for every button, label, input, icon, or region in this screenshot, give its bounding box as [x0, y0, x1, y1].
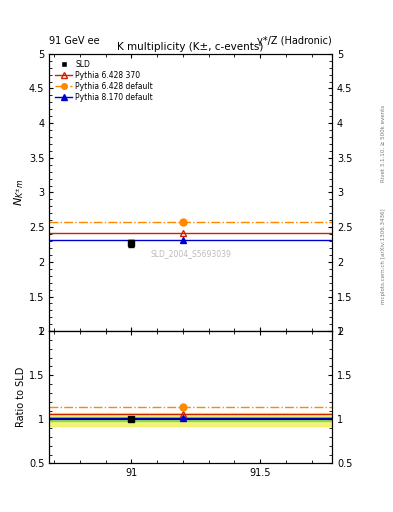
Y-axis label: Ratio to SLD: Ratio to SLD: [16, 367, 26, 428]
Text: 91 GeV ee: 91 GeV ee: [49, 36, 100, 46]
Legend: SLD, Pythia 6.428 370, Pythia 6.428 default, Pythia 8.170 default: SLD, Pythia 6.428 370, Pythia 6.428 defa…: [53, 57, 155, 104]
Text: mcplots.cern.ch [arXiv:1306.3436]: mcplots.cern.ch [arXiv:1306.3436]: [381, 208, 386, 304]
Bar: [49, 413, 332, 426]
Y-axis label: $N_{K^{\pm}m}$: $N_{K^{\pm}m}$: [12, 179, 26, 206]
Text: SLD_2004_S5693039: SLD_2004_S5693039: [150, 249, 231, 258]
Text: Rivet 3.1.10, ≥ 500k events: Rivet 3.1.10, ≥ 500k events: [381, 105, 386, 182]
Text: γ*/Z (Hadronic): γ*/Z (Hadronic): [257, 36, 332, 46]
Bar: [49, 417, 332, 421]
Title: K multiplicity (K±, c-events): K multiplicity (K±, c-events): [118, 41, 264, 52]
